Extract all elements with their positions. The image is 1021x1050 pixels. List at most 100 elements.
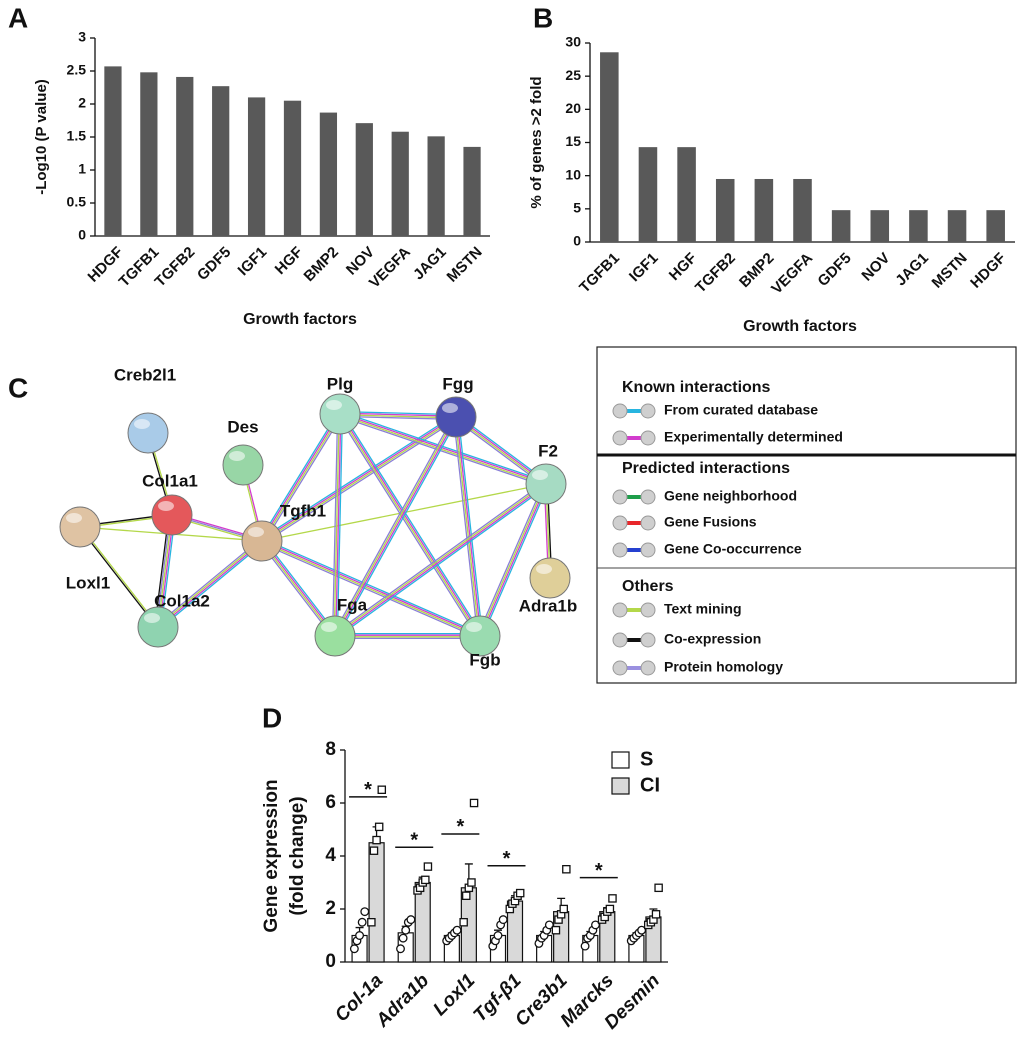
data-point	[608, 894, 617, 903]
bar	[368, 842, 385, 963]
network-node	[529, 557, 571, 599]
network-node	[241, 520, 283, 562]
bar	[909, 210, 928, 242]
data-point	[398, 933, 408, 943]
x-tick-label: IGF1	[626, 250, 662, 286]
node-highlight	[144, 613, 160, 623]
bar	[319, 112, 338, 236]
node-label: Tgfb1	[280, 501, 326, 520]
x-tick-label: TGFB2	[692, 250, 739, 297]
legend-label: S	[640, 748, 653, 770]
significance-label: *	[503, 848, 511, 870]
data-point	[377, 785, 387, 795]
network-edge	[157, 539, 262, 627]
data-point	[357, 917, 367, 927]
node-label: Col1a1	[142, 471, 198, 490]
y-tick-label: 6	[325, 792, 336, 813]
legend-icon-node	[640, 489, 656, 505]
data-point	[551, 925, 561, 935]
network-edge	[339, 415, 546, 487]
network-edge	[261, 415, 456, 541]
network-edge	[341, 412, 483, 636]
x-tick-label: VEGFA	[768, 250, 816, 298]
node-label: Creb2l1	[114, 365, 176, 384]
bar	[677, 147, 696, 242]
legend-title: Predicted interactions	[622, 460, 790, 477]
bar	[715, 178, 735, 242]
x-axis-label: Growth factors	[743, 318, 857, 335]
node-highlight	[248, 527, 264, 537]
node-label: Fga	[337, 595, 368, 614]
y-tick-label: 2.5	[67, 62, 87, 78]
network-edge	[159, 542, 264, 630]
network-node	[127, 412, 169, 454]
network-edge	[260, 542, 480, 639]
data-point	[401, 925, 411, 935]
legend-icon-node	[640, 542, 656, 558]
data-point	[498, 915, 508, 925]
legend-icon-node	[640, 602, 656, 618]
network-edge	[156, 538, 261, 626]
network-edge	[262, 538, 482, 635]
legend-label: Text mining	[664, 601, 742, 617]
node-highlight	[442, 403, 458, 413]
bar	[283, 100, 302, 236]
node-highlight	[532, 470, 548, 480]
network-edge	[336, 417, 459, 638]
legend-label: Protein homology	[664, 659, 783, 675]
node-highlight	[158, 501, 174, 511]
data-point	[493, 931, 503, 940]
legend-icon-node	[612, 602, 628, 618]
legend-title: Others	[622, 578, 674, 595]
data-point	[374, 822, 384, 832]
y-tick-label: 30	[565, 34, 581, 50]
network-edge	[333, 481, 545, 635]
network-edge	[335, 414, 342, 637]
data-point	[651, 910, 661, 919]
y-tick-label: 1	[78, 161, 86, 177]
y-tick-label: 0	[325, 951, 336, 972]
network-edge	[480, 484, 548, 637]
bar	[754, 178, 774, 242]
data-point	[467, 878, 476, 887]
network-edge	[263, 414, 343, 543]
network-edge	[481, 484, 549, 638]
network-edge	[337, 414, 479, 638]
legend-icon-node	[612, 542, 628, 558]
bar	[427, 136, 445, 236]
node-highlight	[466, 622, 482, 632]
data-point	[367, 918, 376, 927]
y-tick-label: 8	[325, 739, 336, 760]
bar	[600, 52, 619, 242]
node-label: F2	[538, 441, 558, 460]
legend-label: Co-expression	[664, 631, 761, 647]
network-edge	[333, 416, 456, 636]
network-edge	[478, 483, 546, 636]
y-tick-label: 0	[573, 233, 581, 249]
data-point	[515, 888, 525, 898]
network-edge	[262, 418, 458, 544]
legend-icon-node	[640, 430, 656, 446]
significance-label: *	[364, 779, 372, 801]
network-node	[525, 463, 567, 505]
network-edge	[261, 541, 480, 638]
legend-icon-node	[640, 632, 656, 648]
y-tick-label: 2	[325, 898, 336, 919]
data-point	[349, 944, 359, 954]
panel-letter: C	[8, 372, 28, 403]
x-tick-label: MSTN	[444, 244, 486, 286]
x-tick-label: NOV	[858, 250, 893, 285]
network-node	[314, 615, 356, 657]
data-point	[360, 907, 370, 917]
y-tick-label: 4	[325, 845, 336, 866]
y-axis-label: Gene expression	[261, 779, 282, 932]
data-point	[421, 875, 430, 885]
data-point	[452, 925, 462, 935]
legend-icon-node	[612, 489, 628, 505]
network-edge	[335, 417, 458, 637]
network-edge	[456, 416, 482, 636]
y-tick-label: 20	[565, 100, 581, 116]
legend-box	[596, 346, 1017, 684]
node-label: Fgb	[469, 650, 500, 669]
node-label: Adra1b	[519, 596, 578, 615]
